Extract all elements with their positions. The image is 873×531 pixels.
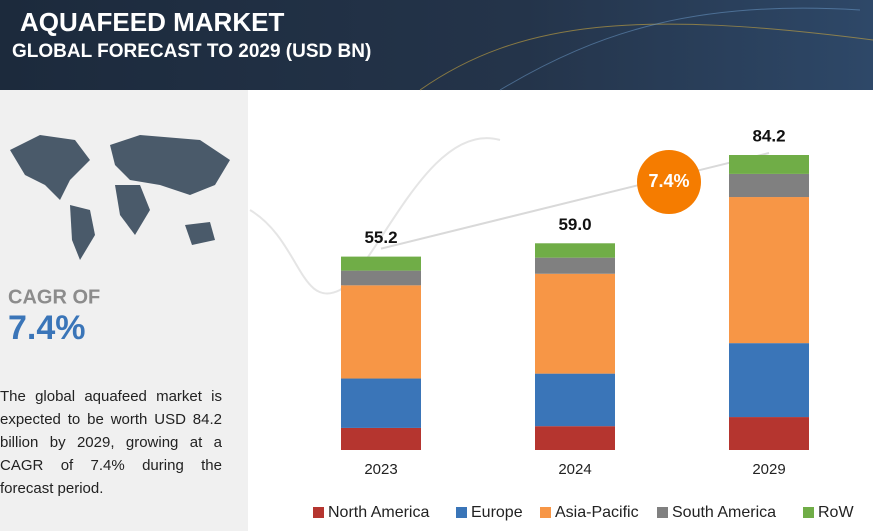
cagr-value: 7.4% — [8, 309, 86, 347]
header-deco — [499, 7, 861, 91]
x-tick-label: 2029 — [752, 461, 785, 478]
legend-swatch — [803, 507, 814, 518]
bar-segment — [535, 426, 615, 450]
legend-label: North America — [328, 504, 429, 521]
bar-segment — [535, 257, 615, 274]
bar-segment — [341, 256, 421, 271]
legend-label: RoW — [818, 504, 854, 521]
title: AQUAFEED MARKET — [20, 7, 284, 37]
bar-segment — [535, 243, 615, 258]
x-tick-label: 2024 — [558, 461, 591, 478]
bar-segment — [341, 427, 421, 450]
world-map — [10, 135, 230, 260]
bar-segment — [535, 373, 615, 427]
legend-label: Europe — [471, 504, 523, 521]
bar-segment — [729, 173, 809, 198]
bar-segment — [341, 270, 421, 286]
legend-swatch — [540, 507, 551, 518]
legend-label: Asia-Pacific — [555, 504, 639, 521]
header-bg — [0, 0, 873, 90]
bar-segment — [729, 343, 809, 418]
legend-swatch — [313, 507, 324, 518]
subtitle: GLOBAL FORECAST TO 2029 (USD BN) — [12, 41, 371, 62]
header-deco — [419, 23, 873, 91]
bar-segment — [729, 155, 809, 174]
total-label: 55.2 — [364, 228, 397, 247]
cagr-bubble — [637, 150, 701, 214]
total-label: 84.2 — [752, 126, 785, 145]
bar-segment — [729, 197, 809, 344]
legend-swatch — [657, 507, 668, 518]
legend-label: South America — [672, 504, 776, 521]
trend-line — [380, 152, 770, 250]
x-tick-label: 2023 — [364, 461, 397, 478]
legend-swatch — [456, 507, 467, 518]
bar-segment — [535, 273, 615, 374]
cagr-label: CAGR OF — [8, 286, 100, 308]
description: The global aquafeed market is expected t… — [0, 388, 222, 497]
bar-segment — [341, 285, 421, 379]
cagr-bubble-label: 7.4% — [648, 171, 689, 191]
bar-segment — [729, 417, 809, 450]
total-label: 59.0 — [558, 215, 591, 234]
bar-segment — [341, 378, 421, 428]
